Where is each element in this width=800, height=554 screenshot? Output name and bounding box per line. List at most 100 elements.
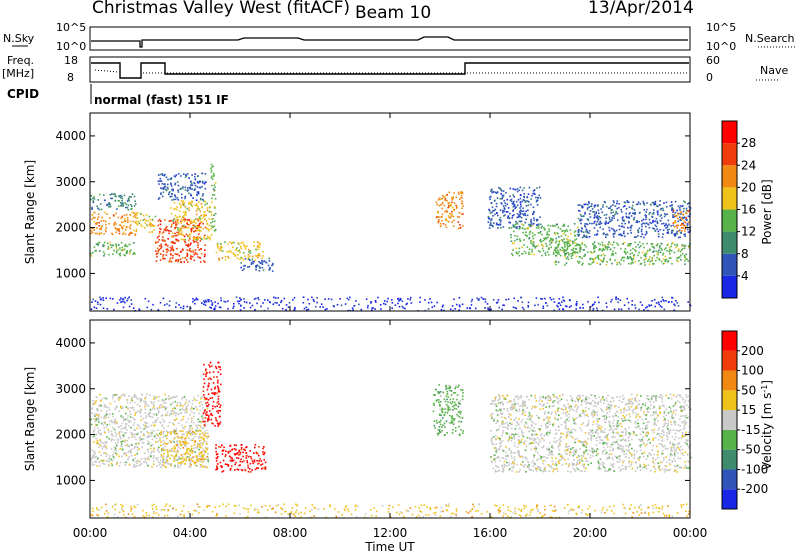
heatmap-cell	[627, 244, 629, 247]
heatmap-cell	[557, 251, 559, 254]
heatmap-cell	[104, 397, 106, 399]
heatmap-cell	[600, 259, 602, 261]
heatmap-cell	[126, 445, 129, 447]
heatmap-cell	[647, 223, 649, 225]
heatmap-cell	[627, 399, 629, 401]
heatmap-cell	[201, 415, 203, 418]
heatmap-cell	[196, 399, 198, 402]
heatmap-cell	[124, 296, 127, 299]
heatmap-cell	[92, 197, 94, 200]
heatmap-cell	[435, 419, 438, 422]
heatmap-cell	[151, 416, 154, 419]
heatmap-cell	[217, 398, 220, 400]
heatmap-cell	[628, 213, 631, 215]
heatmap-cell	[502, 430, 504, 432]
heatmap-cell	[191, 200, 193, 202]
heatmap-cell	[668, 228, 670, 231]
heatmap-cell	[173, 429, 175, 431]
heatmap-cell	[593, 450, 595, 453]
heatmap-cell	[641, 304, 643, 306]
heatmap-cell	[665, 206, 668, 208]
heatmap-cell	[256, 452, 259, 455]
heatmap-cell	[168, 232, 170, 235]
heatmap-cell	[565, 229, 568, 231]
heatmap-cell	[588, 202, 590, 204]
heatmap-cell	[200, 436, 203, 439]
heatmap-cell	[678, 256, 681, 258]
heatmap-cell	[630, 225, 632, 228]
heatmap-cell	[170, 178, 172, 180]
heatmap-cell	[437, 392, 440, 394]
heatmap-cell	[551, 444, 553, 447]
heatmap-cell	[683, 247, 686, 249]
heatmap-cell	[187, 234, 190, 237]
heatmap-cell	[161, 399, 164, 401]
heatmap-cell	[512, 209, 515, 211]
heatmap-cell	[518, 238, 521, 240]
heatmap-cell	[246, 460, 248, 462]
heatmap-cell	[170, 441, 172, 444]
heatmap-cell	[657, 205, 659, 208]
heatmap-cell	[160, 466, 162, 468]
heatmap-cell	[592, 243, 595, 246]
heatmap-cell	[643, 413, 646, 416]
heatmap-cell	[157, 435, 159, 437]
heatmap-cell	[200, 248, 202, 250]
heatmap-cell	[176, 435, 179, 438]
heatmap-cell	[167, 395, 170, 397]
heatmap-cell	[524, 214, 527, 217]
heatmap-cell	[509, 221, 511, 224]
heatmap-cell	[619, 233, 621, 236]
heatmap-cell	[532, 235, 534, 237]
heatmap-cell	[197, 242, 199, 244]
heatmap-cell	[555, 237, 558, 240]
heatmap-cell	[505, 446, 507, 448]
heatmap-cell	[165, 227, 167, 229]
heatmap-cell	[173, 411, 176, 414]
heatmap-cell	[459, 403, 461, 405]
heatmap-cell	[608, 404, 610, 406]
heatmap-cell	[197, 421, 200, 423]
heatmap-cell	[174, 400, 177, 403]
heatmap-cell	[674, 220, 676, 222]
heatmap-cell	[122, 434, 125, 436]
heatmap-cell	[429, 298, 431, 300]
heatmap-cell	[371, 307, 373, 309]
heatmap-cell	[561, 408, 563, 411]
heatmap-cell	[194, 463, 196, 465]
heatmap-cell	[205, 237, 208, 240]
heatmap-cell	[202, 181, 204, 184]
heatmap-cell	[208, 419, 210, 421]
heatmap-cell	[132, 466, 135, 468]
heatmap-cell	[181, 187, 184, 190]
heatmap-cell	[198, 429, 201, 431]
heatmap-cell	[555, 457, 557, 460]
heatmap-cell	[93, 418, 95, 420]
heatmap-cell	[221, 471, 224, 473]
heatmap-cell	[103, 459, 105, 462]
heatmap-cell	[456, 413, 458, 416]
heatmap-cell	[579, 219, 581, 222]
heatmap-cell	[204, 238, 206, 240]
heatmap-cell	[645, 307, 647, 309]
heatmap-cell	[165, 248, 168, 251]
heatmap-cell	[635, 420, 637, 423]
heatmap-cell	[146, 422, 148, 424]
heatmap-cell	[192, 456, 195, 458]
heatmap-cell	[194, 436, 197, 438]
heatmap-cell	[632, 258, 635, 260]
heatmap-cell	[218, 423, 220, 425]
heatmap-cell	[444, 195, 447, 197]
heatmap-cell	[564, 250, 567, 252]
heatmap-cell	[164, 462, 167, 464]
heatmap-cell	[213, 175, 215, 177]
heatmap-cell	[533, 189, 536, 191]
heatmap-cell	[105, 230, 107, 233]
heatmap-cell	[630, 215, 633, 217]
heatmap-cell	[258, 446, 260, 448]
heatmap-cell	[157, 461, 160, 463]
heatmap-cell	[188, 437, 190, 439]
station-title: Christmas Valley West (fitACF)	[92, 0, 350, 18]
heatmap-cell	[158, 464, 161, 466]
heatmap-cell	[157, 434, 159, 436]
